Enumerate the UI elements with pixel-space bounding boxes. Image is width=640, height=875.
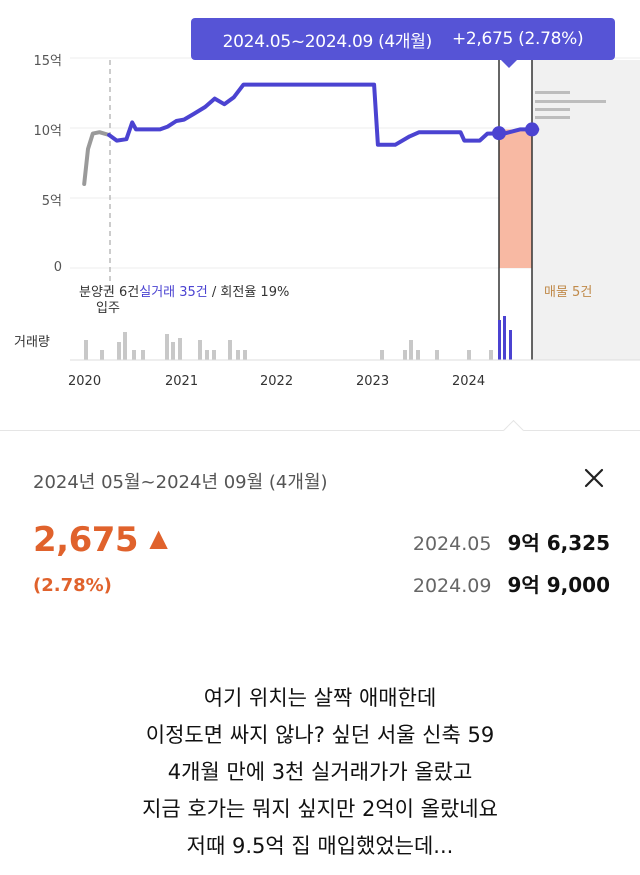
volume-bar xyxy=(132,350,136,360)
start-price-row: 2024.05 9억 6,325 xyxy=(413,527,610,556)
selection-end-point[interactable] xyxy=(525,122,539,137)
volume-bar xyxy=(228,340,232,360)
volume-bar-selected xyxy=(503,316,506,360)
x-tick-2021: 2021 xyxy=(165,374,199,389)
start-price: 9억 6,325 xyxy=(507,531,610,555)
trade-count-caption: 분양권 6건실거래 35건 / 회전율 19% xyxy=(79,281,289,300)
section-divider xyxy=(0,430,640,431)
move-in-label: 입주 xyxy=(96,301,120,316)
caption-line: 저때 9.5억 집 매입했었는데... xyxy=(186,834,454,858)
x-tick-2020: 2020 xyxy=(68,374,102,389)
up-arrow-icon: ▲ xyxy=(149,524,168,552)
volume-bars xyxy=(84,316,512,360)
turnover-label: / 회전율 19% xyxy=(207,285,290,300)
selected-range-highlight xyxy=(499,129,532,268)
volume-bar xyxy=(236,350,240,360)
tooltip-change: +2,675 (2.78%) xyxy=(451,29,584,49)
listing-bar xyxy=(535,108,570,111)
volume-bar xyxy=(198,340,202,360)
detail-period-title: 2024년 05월~2024년 09월 (4개월) xyxy=(33,472,328,493)
volume-label: 거래량 xyxy=(14,335,50,350)
x-tick-2024: 2024 xyxy=(452,374,486,389)
volume-bar xyxy=(380,350,384,360)
close-icon[interactable] xyxy=(582,466,606,490)
caption-line: 이정도면 싸지 않나? 싶던 서울 신축 59 xyxy=(145,723,495,747)
volume-bar xyxy=(117,342,121,360)
end-price: 9억 9,000 xyxy=(507,573,610,597)
volume-bar xyxy=(165,334,169,360)
volume-bar-selected xyxy=(509,330,512,360)
caption-line: 여기 위치는 살짝 애매한데 xyxy=(203,686,437,710)
volume-bar xyxy=(141,350,145,360)
range-tooltip: 2024.05~2024.09 (4개월) +2,675 (2.78%) xyxy=(191,18,615,68)
volume-bar xyxy=(489,350,493,360)
volume-bar xyxy=(243,350,247,360)
volume-bar xyxy=(435,350,439,360)
presale-count-label: 분양권 6건 xyxy=(79,285,140,300)
end-price-row: 2024.09 9억 9,000 xyxy=(413,569,610,598)
volume-bar xyxy=(467,350,471,360)
y-tick-5: 5억 xyxy=(41,194,62,209)
y-tick-0: 0 xyxy=(53,260,62,275)
post-caption: 여기 위치는 살짝 애매한데 이정도면 싸지 않나? 싶던 서울 신축 59 4… xyxy=(0,680,640,865)
volume-bar xyxy=(123,332,127,360)
y-tick-10: 10억 xyxy=(33,124,62,139)
volume-bar xyxy=(212,350,216,360)
listing-area-shade xyxy=(532,60,640,360)
volume-bar-selected xyxy=(498,320,501,360)
start-date: 2024.05 xyxy=(412,533,492,555)
volume-bar xyxy=(403,350,407,360)
x-tick-2023: 2023 xyxy=(356,374,390,389)
volume-bar xyxy=(171,342,175,360)
caption-line: 지금 호가는 뭐지 싶지만 2억이 올랐네요 xyxy=(142,797,498,821)
x-tick-2022: 2022 xyxy=(260,374,294,389)
price-change-percent: (2.78%) xyxy=(33,575,112,596)
listing-price-bars xyxy=(535,91,606,119)
volume-bar xyxy=(84,340,88,360)
price-chart[interactable] xyxy=(0,0,640,430)
end-date: 2024.09 xyxy=(412,575,492,597)
trade-price-line xyxy=(107,82,540,147)
price-change-amount: 2,675 xyxy=(33,520,139,560)
listing-bar xyxy=(535,100,606,103)
trade-count-label: 실거래 35건 xyxy=(139,285,208,300)
volume-bar xyxy=(416,350,420,360)
listing-bar xyxy=(535,116,570,119)
tooltip-period: 2024.05~2024.09 (4개월) xyxy=(222,31,433,52)
y-tick-15: 15억 xyxy=(33,54,62,69)
caption-line: 4개월 만에 3천 실거래가가 올랐고 xyxy=(167,760,473,784)
volume-bar xyxy=(409,340,413,360)
selection-start-point[interactable] xyxy=(492,126,506,141)
volume-bar xyxy=(178,338,182,360)
listing-count-label[interactable]: 매물 5건 xyxy=(544,285,593,300)
listing-bar xyxy=(535,91,570,94)
volume-bar xyxy=(205,350,209,360)
price-change-value: 2,675 ▲ xyxy=(33,520,168,560)
presale-price-line xyxy=(82,130,112,186)
volume-bar xyxy=(100,350,104,360)
